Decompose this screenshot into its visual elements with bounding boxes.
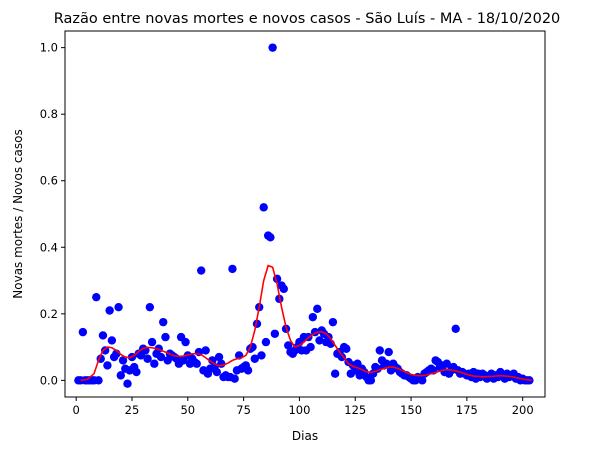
data-point xyxy=(118,356,128,365)
x-tick-label: 100 xyxy=(288,403,310,417)
data-point xyxy=(308,312,318,322)
data-point xyxy=(94,376,103,385)
data-point xyxy=(92,292,101,302)
data-point xyxy=(230,374,239,383)
y-tick-label: 0.6 xyxy=(40,174,58,188)
data-point xyxy=(284,341,293,350)
data-point xyxy=(156,352,166,362)
x-axis-label: Dias xyxy=(292,429,318,443)
y-tick-label: 0.4 xyxy=(40,240,58,254)
data-point xyxy=(214,352,224,362)
data-point xyxy=(330,369,340,378)
data-point xyxy=(159,317,168,327)
data-point xyxy=(105,306,114,315)
data-point xyxy=(313,304,322,314)
x-tick-label: 75 xyxy=(236,403,251,417)
data-point xyxy=(375,346,384,355)
y-tick-label: 0.2 xyxy=(40,307,58,321)
data-point xyxy=(212,367,222,377)
trend-line xyxy=(80,264,532,382)
data-point xyxy=(201,346,210,355)
data-point xyxy=(279,284,288,294)
data-point xyxy=(328,317,338,327)
data-point xyxy=(116,371,126,380)
x-tick-label: 200 xyxy=(512,403,534,417)
x-tick-label: 125 xyxy=(344,403,366,417)
y-tick-label: 1.0 xyxy=(40,41,58,55)
data-point xyxy=(123,379,132,388)
data-point xyxy=(143,354,152,363)
data-point xyxy=(268,43,277,52)
data-point xyxy=(107,336,117,345)
data-point xyxy=(114,302,123,312)
data-point xyxy=(192,359,201,368)
data-point xyxy=(382,359,391,368)
data-point xyxy=(250,354,259,363)
x-tick-label: 25 xyxy=(125,403,140,417)
data-point xyxy=(196,266,206,275)
data-point xyxy=(150,359,159,368)
data-point xyxy=(259,203,268,212)
data-point xyxy=(451,324,460,333)
data-point xyxy=(257,351,266,360)
data-point xyxy=(208,356,217,365)
data-point xyxy=(261,337,271,347)
data-point xyxy=(181,337,190,347)
data-point xyxy=(366,376,376,385)
data-point xyxy=(217,359,226,368)
data-point xyxy=(342,344,351,353)
data-point xyxy=(145,302,155,312)
data-point xyxy=(98,331,108,340)
data-point xyxy=(78,327,88,337)
data-point xyxy=(228,264,237,274)
x-tick-label: 0 xyxy=(72,403,79,417)
data-point xyxy=(243,366,253,375)
plot-area xyxy=(74,43,534,388)
x-tick-label: 50 xyxy=(180,403,195,417)
data-point xyxy=(147,337,157,347)
data-point xyxy=(270,329,280,338)
data-point xyxy=(266,233,275,242)
x-tick-label: 175 xyxy=(456,403,478,417)
y-axis-label: Novas mortes / Novos casos xyxy=(11,129,25,298)
data-point xyxy=(103,361,112,370)
data-point xyxy=(315,336,324,345)
data-point xyxy=(161,332,170,342)
data-point xyxy=(132,367,141,377)
data-point xyxy=(384,347,393,357)
y-tick-label: 0.8 xyxy=(40,107,58,121)
x-tick-label: 150 xyxy=(400,403,422,417)
chart-title: Razão entre novas mortes e novos casos -… xyxy=(54,11,561,27)
x-axis-ticks: 0 25 50 75 100 125 150 175 200 xyxy=(72,397,534,417)
data-point xyxy=(442,359,451,368)
y-tick-label: 0.0 xyxy=(40,373,58,387)
data-point xyxy=(306,342,315,352)
y-axis-ticks: 0.0 0.2 0.4 0.6 0.8 1.0 xyxy=(40,41,65,387)
data-point xyxy=(100,346,110,355)
plot-frame xyxy=(64,30,546,398)
data-point xyxy=(418,376,427,385)
data-point xyxy=(337,352,347,362)
